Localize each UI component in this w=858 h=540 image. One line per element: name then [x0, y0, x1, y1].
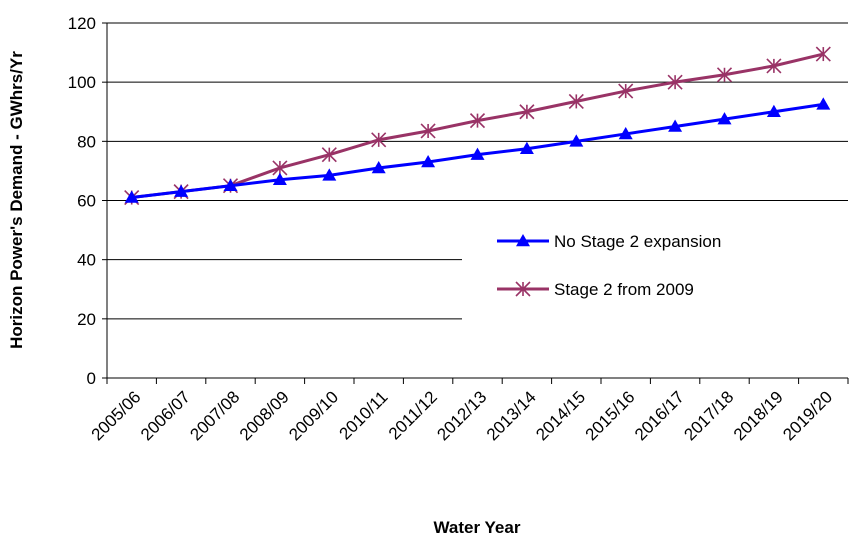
legend: No Stage 2 expansion Stage 2 from 2009 — [462, 220, 858, 320]
x-tick-label: 2009/10 — [285, 387, 342, 444]
legend-label: Stage 2 from 2009 — [554, 280, 694, 299]
data-point-marker — [322, 168, 337, 181]
axes — [102, 22, 849, 384]
x-tick-label: 2014/15 — [532, 387, 589, 444]
y-tick-labels: 0 20 40 60 80 100 120 — [68, 14, 96, 388]
data-point-marker — [420, 123, 436, 139]
data-point-marker — [717, 112, 732, 125]
data-point-marker — [421, 155, 436, 168]
data-point-marker — [519, 141, 534, 154]
y-tick-label: 120 — [68, 14, 96, 33]
x-tick-label: 2005/06 — [88, 387, 145, 444]
data-point-marker — [667, 74, 683, 90]
data-point-marker — [272, 160, 288, 176]
data-point-marker — [816, 97, 831, 110]
data-point-marker — [569, 134, 584, 147]
x-tick-label: 2012/13 — [433, 387, 490, 444]
data-point-marker — [519, 104, 535, 120]
legend-marker — [515, 281, 531, 297]
x-tick-label: 2019/20 — [779, 387, 836, 444]
legend-label: No Stage 2 expansion — [554, 232, 721, 251]
data-point-marker — [815, 46, 831, 62]
data-point-marker — [668, 119, 683, 132]
data-point-marker — [618, 83, 634, 99]
data-point-marker — [321, 147, 337, 163]
data-point-marker — [371, 160, 386, 174]
y-tick-label: 80 — [77, 132, 96, 151]
y-tick-label: 20 — [77, 310, 96, 329]
x-tick-label: 2015/16 — [582, 387, 639, 444]
data-point-marker — [124, 190, 139, 203]
y-tick-label: 40 — [77, 251, 96, 270]
x-tick-labels: 2005/062006/072007/082008/092009/102010/… — [88, 387, 836, 444]
x-tick-label: 2008/09 — [236, 387, 293, 444]
data-point-marker — [223, 178, 238, 191]
data-point-marker — [618, 126, 633, 140]
data-point-marker — [766, 104, 781, 117]
y-tick-label: 100 — [68, 73, 96, 92]
x-tick-label: 2013/14 — [483, 387, 540, 444]
data-point-marker — [470, 147, 485, 160]
x-tick-label: 2006/07 — [137, 387, 194, 444]
x-tick-label: 2011/12 — [385, 387, 441, 443]
x-axis-title: Water Year — [434, 518, 521, 537]
series-layer — [124, 46, 831, 206]
y-axis-title: Horizon Power's Demand - GWhrs/Yr — [7, 51, 26, 349]
data-point-marker — [766, 58, 782, 74]
data-point-marker — [568, 93, 584, 109]
x-tick-label: 2017/18 — [680, 387, 737, 444]
data-point-marker — [272, 172, 287, 186]
legend-background — [462, 220, 858, 320]
legend-marker — [516, 234, 530, 247]
x-tick-label: 2007/08 — [186, 387, 243, 444]
x-tick-label: 2016/17 — [631, 387, 688, 444]
data-point-marker — [716, 67, 733, 83]
y-tick-label: 0 — [87, 369, 96, 388]
data-point-marker — [469, 113, 486, 129]
data-point-marker — [371, 132, 387, 148]
data-point-marker — [174, 184, 189, 197]
x-tick-label: 2018/19 — [730, 387, 787, 444]
x-tick-label: 2010/11 — [336, 387, 392, 443]
y-tick-label: 60 — [77, 192, 96, 211]
